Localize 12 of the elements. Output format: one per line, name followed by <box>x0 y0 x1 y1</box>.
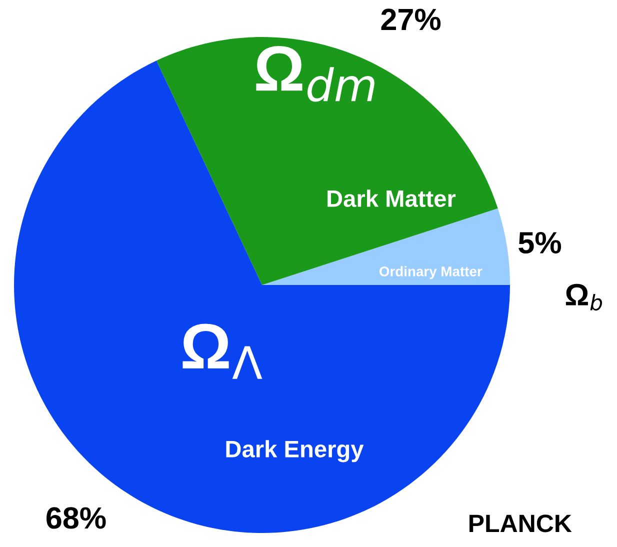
data-label: 68% <box>46 507 106 529</box>
data-label: 5% <box>518 232 562 254</box>
text: PLANCK <box>470 514 572 532</box>
text: Ω$_{b}$ <box>566 284 602 311</box>
slice-label: Dark Matter <box>328 190 456 208</box>
slice-label: Dark Energy <box>226 440 364 462</box>
text: Ω$_{dm}$ <box>256 46 374 102</box>
text: Ω$_{Λ}$ <box>182 324 262 379</box>
pie-slice <box>262 208 510 285</box>
slice-label: Ordinary Matter <box>380 266 482 280</box>
pie-slice <box>156 37 498 285</box>
data-label: 27% <box>381 8 441 30</box>
